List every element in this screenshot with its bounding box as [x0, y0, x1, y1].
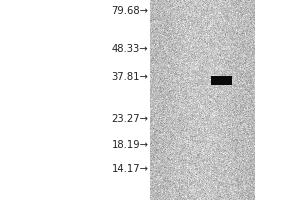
Bar: [0, 0, 150, 200]
Bar: [255, 0, 300, 200]
Text: 79.68→: 79.68→: [112, 6, 148, 16]
Text: 23.27→: 23.27→: [112, 114, 148, 124]
Text: 37.81→: 37.81→: [112, 72, 148, 82]
Text: 48.33→: 48.33→: [112, 44, 148, 54]
Text: 14.17→: 14.17→: [112, 164, 148, 174]
Text: 18.19→: 18.19→: [112, 140, 148, 150]
